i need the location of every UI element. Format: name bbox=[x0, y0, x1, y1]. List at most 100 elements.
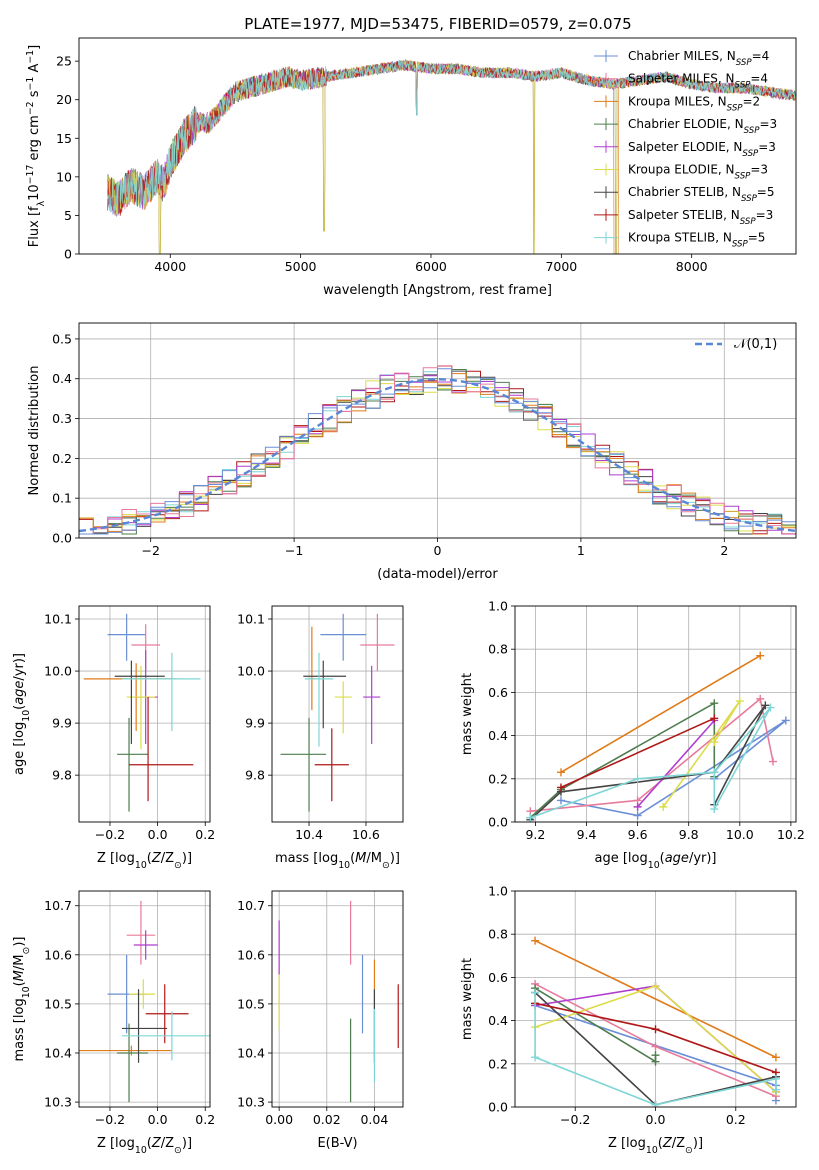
x-tick-label: 10.0 bbox=[726, 827, 754, 842]
x-axis-label: Z [log10(Z/Z⊙)] bbox=[97, 851, 192, 871]
y-tick-label: 0.0 bbox=[52, 531, 72, 546]
age_vs_mass-axes: 10.4 10.6 9.8 9.9 10.0 10.1 mass [log10(M/M⊙)] bbox=[237, 605, 404, 871]
figure-title: PLATE=1977, MJD=53475, FIBERID=0579, z=0… bbox=[244, 15, 631, 33]
y-tick-label: 10.1 bbox=[44, 612, 72, 627]
y-tick-label: 0.8 bbox=[488, 927, 508, 942]
y-tick-label: 9.8 bbox=[245, 768, 265, 783]
spectrum-line bbox=[107, 59, 796, 254]
series-marker bbox=[651, 982, 660, 991]
series-marker bbox=[756, 651, 765, 660]
series-marker bbox=[761, 701, 770, 710]
y-tick-label: 0.6 bbox=[488, 970, 508, 985]
series-marker bbox=[651, 1051, 660, 1060]
x-tick-label: 0 bbox=[434, 543, 442, 558]
series-line bbox=[560, 655, 761, 773]
y-tick-label: 10.6 bbox=[237, 947, 265, 962]
x-tick-label: 0.2 bbox=[726, 1112, 746, 1127]
series-line bbox=[534, 939, 777, 1059]
spectrum-plot-area bbox=[107, 58, 796, 254]
y-tick-label: 1.0 bbox=[488, 599, 508, 614]
series-marker bbox=[710, 805, 719, 814]
axes-frame bbox=[271, 890, 404, 1108]
y-tick-label: 10.7 bbox=[237, 898, 265, 913]
mass_vs_ebv-plot-area bbox=[272, 891, 403, 1107]
y-tick-label: 0.0 bbox=[488, 1100, 508, 1115]
y-tick-label: 10.5 bbox=[44, 996, 72, 1011]
series-line bbox=[560, 719, 787, 817]
y-tick-label: 0.2 bbox=[488, 771, 508, 786]
histogram-steps bbox=[79, 368, 796, 535]
x-tick-label: 9.6 bbox=[628, 827, 648, 842]
x-axis-label: mass [log10(M/M⊙)] bbox=[275, 851, 400, 871]
x-tick-label: 0.0 bbox=[148, 1112, 168, 1127]
y-tick-label: 0.1 bbox=[52, 491, 72, 506]
spectrum-line bbox=[107, 59, 796, 217]
y-tick-label: 10.3 bbox=[44, 1095, 72, 1110]
histogram-steps bbox=[79, 365, 796, 535]
normal-curve bbox=[79, 377, 796, 533]
y-tick-label: 20 bbox=[56, 92, 72, 107]
x-tick-label: 0.04 bbox=[360, 1112, 388, 1127]
y-tick-label: 10.3 bbox=[237, 1095, 265, 1110]
series-marker bbox=[769, 757, 778, 766]
series-marker bbox=[526, 813, 535, 822]
legend-label: Salpeter MILES, NSSP=4 bbox=[628, 72, 768, 91]
legend-label: Chabrier ELODIE, NSSP=3 bbox=[628, 117, 777, 136]
series-marker bbox=[556, 796, 565, 805]
y-tick-label: 9.9 bbox=[52, 716, 72, 731]
axes-frame bbox=[271, 605, 404, 823]
y-tick-label: 0.6 bbox=[488, 685, 508, 700]
y-tick-label: 10 bbox=[56, 169, 72, 184]
x-axis-label: Z [log10(Z/Z⊙)] bbox=[97, 1136, 192, 1156]
y-tick-label: 10.7 bbox=[44, 898, 72, 913]
y-tick-label: 0.3 bbox=[52, 411, 72, 426]
spectrum-line bbox=[107, 60, 796, 254]
series-marker bbox=[633, 802, 642, 811]
y-tick-label: 0.5 bbox=[52, 331, 72, 346]
mass_weight_vs_age-axes: 9.2 9.4 9.6 9.8 10.0 10.2 0.0 0.2 0.4 0.6 0.8 1.0 ag… bbox=[460, 599, 805, 871]
y-tick-label: 0.4 bbox=[488, 1013, 508, 1028]
y-axis-label: Flux [fλ10−17 erg cm−2 s−1 A−1] bbox=[25, 45, 47, 247]
residuals-axes: −2 −1 0 1 2 0.0 0.1 0.2 0.3 0.4 0.5 𝒩(0,1) (data-mod… bbox=[27, 322, 797, 582]
x-axis-label: wavelength [Angstrom, rest frame] bbox=[323, 283, 552, 298]
x-tick-label: 0.0 bbox=[148, 827, 168, 842]
residuals-plot-area bbox=[79, 323, 796, 538]
series-marker bbox=[633, 774, 642, 783]
x-tick-label: −0.2 bbox=[95, 827, 125, 842]
y-tick-label: 10.4 bbox=[237, 1046, 265, 1061]
x-axis-label: E(B-V) bbox=[317, 1136, 357, 1151]
x-tick-label: 0.00 bbox=[265, 1112, 293, 1127]
legend-label: Chabrier STELIB, NSSP=5 bbox=[628, 185, 775, 204]
y-tick-label: 0.2 bbox=[488, 1056, 508, 1071]
series-marker bbox=[710, 768, 719, 777]
x-tick-label: 4000 bbox=[154, 259, 186, 274]
x-tick-label: 0.0 bbox=[646, 1112, 666, 1127]
series-marker bbox=[710, 714, 719, 723]
x-tick-label: 10.6 bbox=[352, 827, 380, 842]
y-tick-label: 10.5 bbox=[237, 996, 265, 1011]
series-marker bbox=[710, 738, 719, 747]
series-marker bbox=[735, 697, 744, 706]
x-tick-label: 9.4 bbox=[577, 827, 597, 842]
x-tick-label: −2 bbox=[141, 543, 159, 558]
series-marker bbox=[651, 1025, 660, 1034]
series-marker bbox=[633, 811, 642, 820]
legend-label: Chabrier MILES, NSSP=4 bbox=[628, 49, 769, 68]
x-axis-label: (data-model)/error bbox=[377, 567, 498, 582]
y-axis-label: Normed distribution bbox=[27, 366, 42, 496]
y-tick-label: 10.4 bbox=[44, 1046, 72, 1061]
x-tick-label: 9.8 bbox=[679, 827, 699, 842]
series-marker bbox=[531, 1053, 540, 1062]
series-marker bbox=[556, 768, 565, 777]
legend-label: Salpeter ELODIE, NSSP=3 bbox=[628, 140, 776, 159]
series-line bbox=[560, 717, 715, 789]
y-tick-label: 0.8 bbox=[488, 642, 508, 657]
spectrum-axes: 4000 5000 6000 7000 8000 0 5 10 15 20 25 wavelength… bbox=[25, 37, 797, 298]
legend-label: Salpeter STELIB, NSSP=3 bbox=[628, 208, 773, 227]
spectrum-line bbox=[107, 59, 796, 254]
legend-label: Kroupa STELIB, NSSP=5 bbox=[628, 231, 765, 250]
x-tick-label: 10.2 bbox=[777, 827, 805, 842]
series-marker bbox=[651, 1100, 660, 1107]
series-line bbox=[529, 704, 767, 821]
mass_weight_vs_Z-plot-area bbox=[515, 891, 796, 1107]
